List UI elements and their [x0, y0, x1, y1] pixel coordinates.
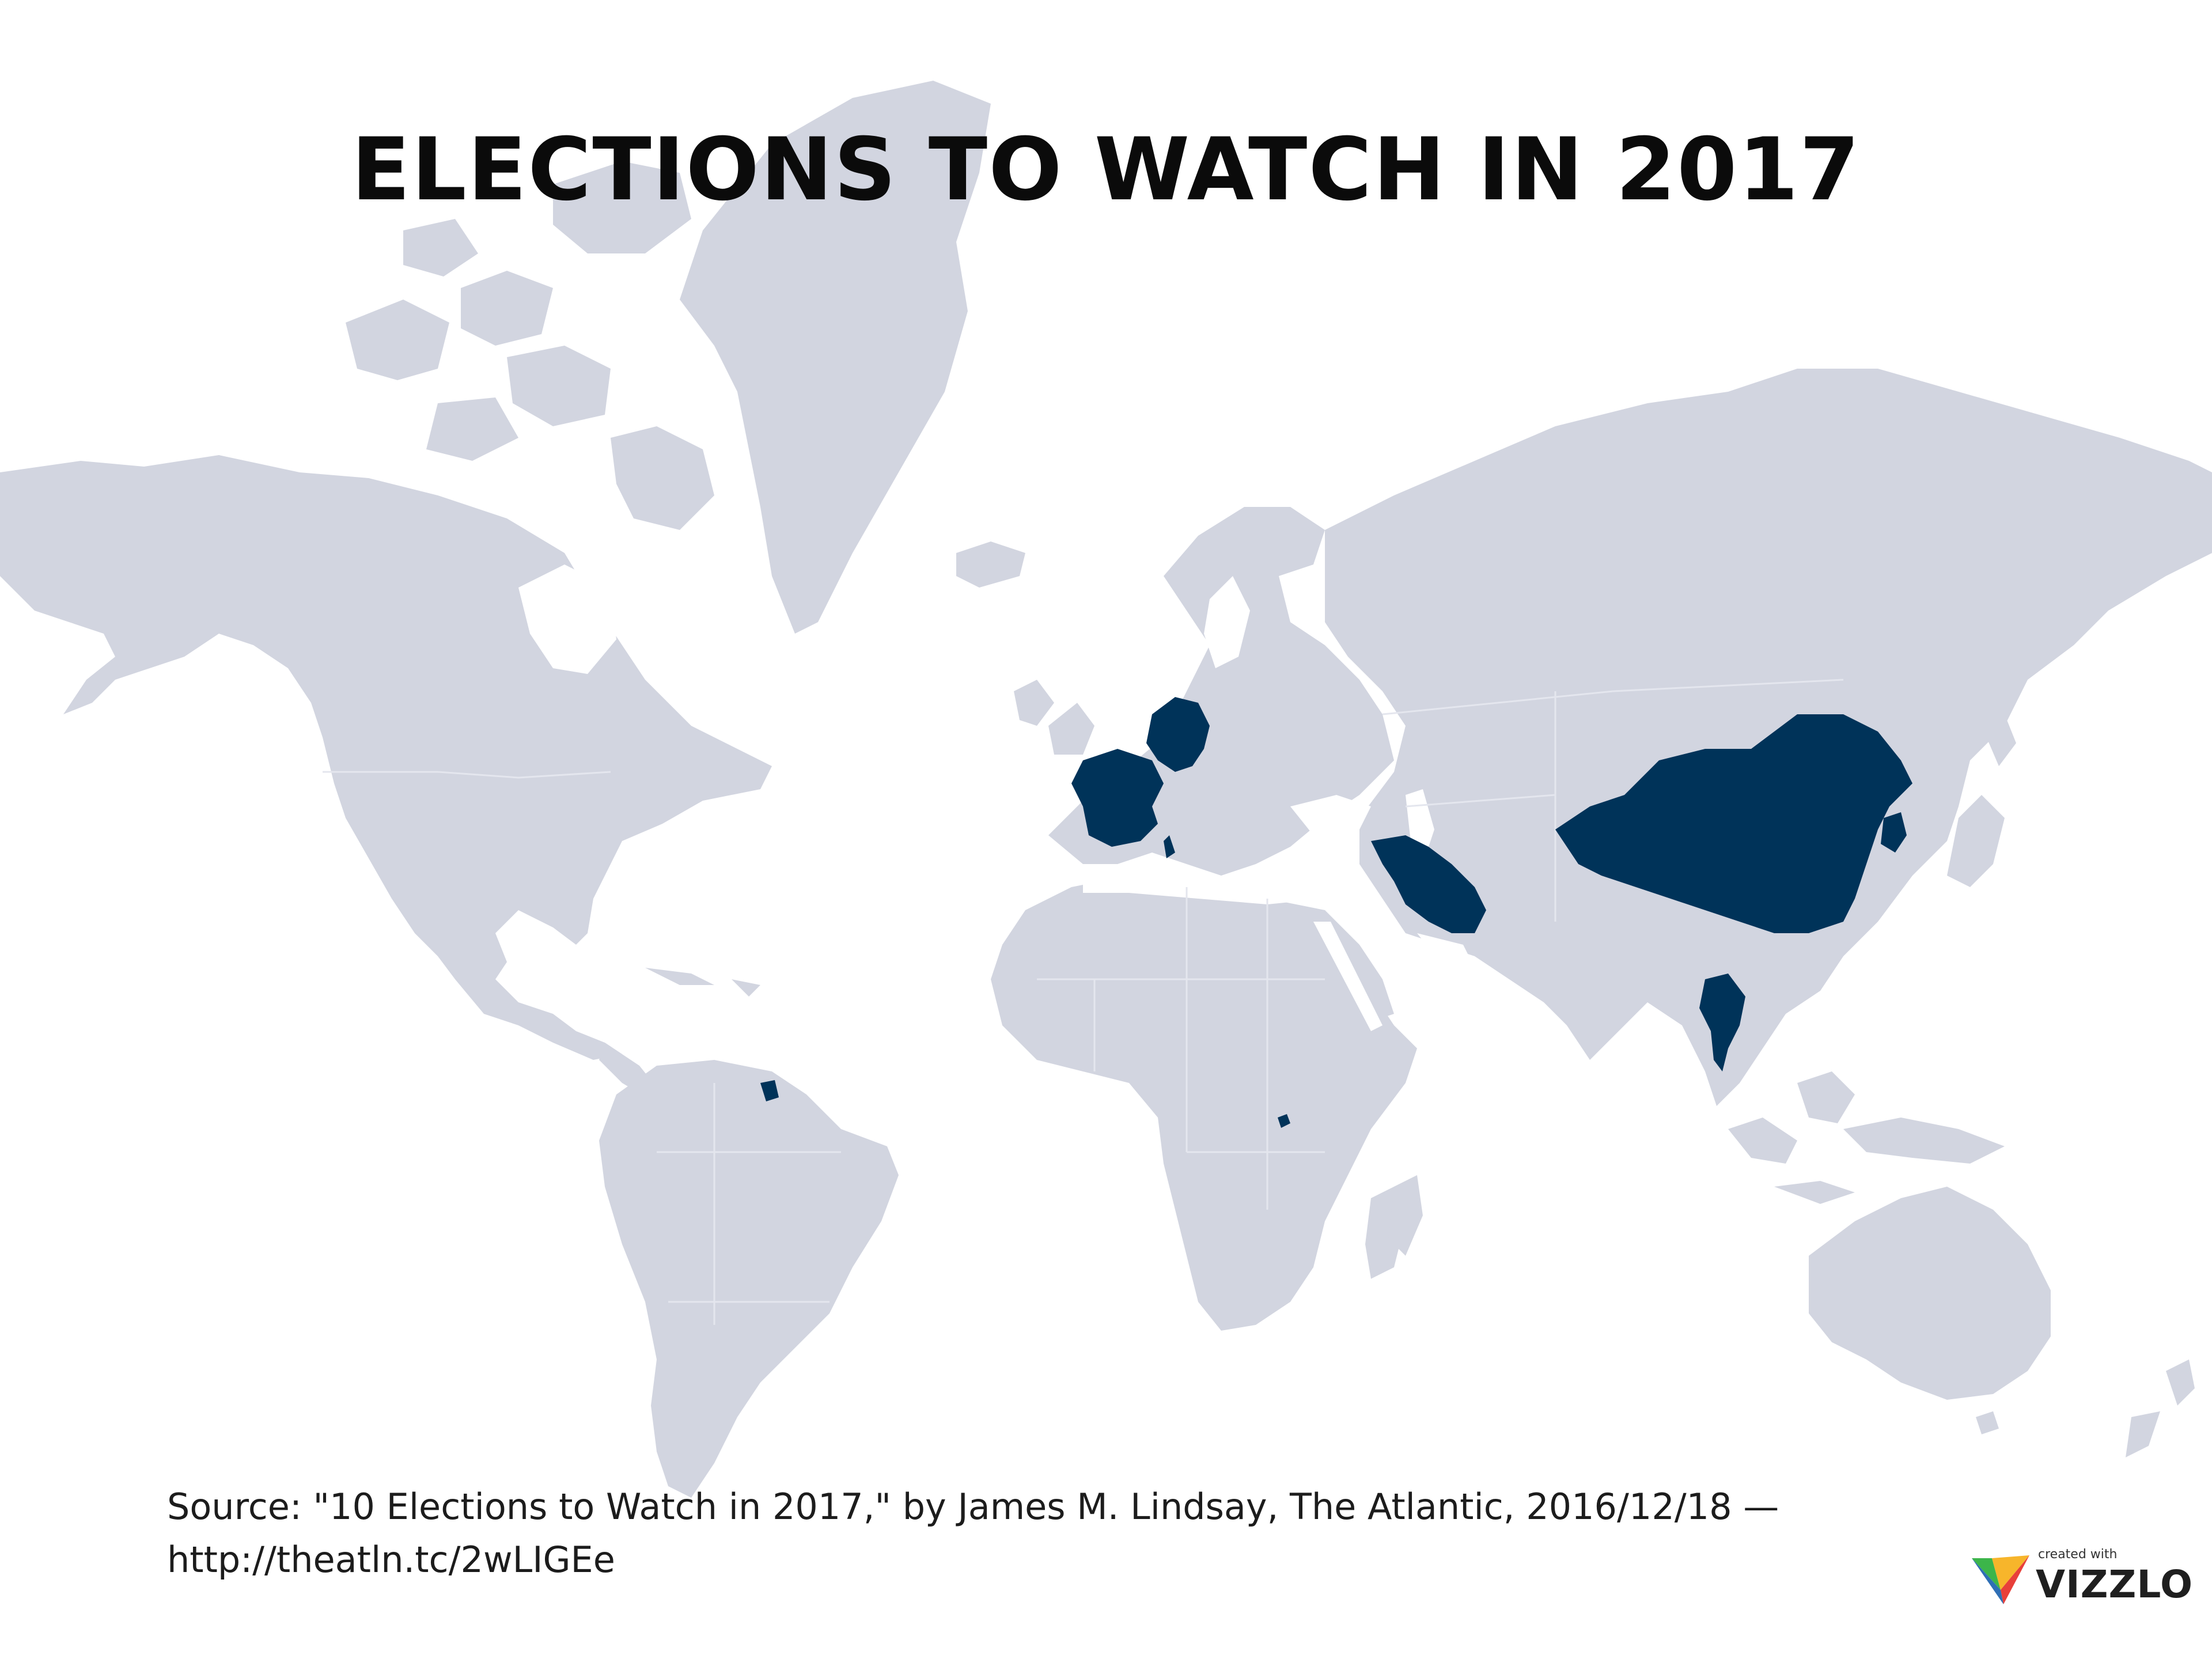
land-new-zealand [2126, 1359, 2195, 1457]
highlight-layer [760, 697, 1912, 1128]
country-france [1071, 749, 1175, 858]
black-sea [1290, 795, 1371, 835]
persian-gulf [1417, 933, 1475, 968]
land-south-america [599, 1060, 899, 1498]
source-line-1: Source: "10 Elections to Watch in 2017,"… [167, 1486, 1779, 1528]
vizzlo-wordmark: VIZZLO [2036, 1562, 2194, 1607]
land-australia [1809, 1187, 2051, 1434]
red-sea [1313, 922, 1382, 1031]
country-china [1555, 714, 1912, 933]
vizzlo-created-with: created with [2038, 1547, 2118, 1562]
land-maritime-se-asia [1728, 1071, 2005, 1204]
mediterranean-sea [1083, 864, 1325, 904]
land-africa [991, 876, 1417, 1331]
africa-borders [1037, 887, 1325, 1210]
hudson-bay [518, 565, 616, 674]
source-link[interactable]: http://theatln.tc/2wLIGEe [167, 1539, 615, 1581]
country-south-korea [1881, 812, 1907, 853]
map-title: ELECTIONS TO WATCH IN 2017 [351, 120, 1861, 220]
asia-borders [1382, 679, 1844, 922]
land-iceland [956, 541, 1025, 588]
country-thailand [1699, 974, 1745, 1071]
source-note: Source: "10 Elections to Watch in 2017,"… [167, 1480, 1895, 1586]
country-rwanda [1278, 1114, 1290, 1128]
land-arctic-islands [346, 161, 714, 530]
land-madagascar [1388, 1175, 1423, 1256]
baltic-sea [1204, 576, 1250, 668]
land-central-america [599, 968, 760, 1100]
country-germany [1146, 697, 1210, 772]
vizzlo-logo-icon [1972, 1555, 2029, 1604]
land-greenland [680, 81, 991, 634]
country-iran [1371, 835, 1486, 933]
us-canada-border [323, 771, 611, 779]
country-french-guiana [760, 1080, 779, 1101]
land-japan [1947, 714, 2016, 887]
vizzlo-badge[interactable]: created with VIZZLO [1969, 1545, 2192, 1608]
south-america-borders [657, 1083, 841, 1325]
gulf-of-mexico [507, 927, 582, 991]
border-layer [323, 679, 1844, 1325]
land-asia [1279, 369, 2212, 1106]
